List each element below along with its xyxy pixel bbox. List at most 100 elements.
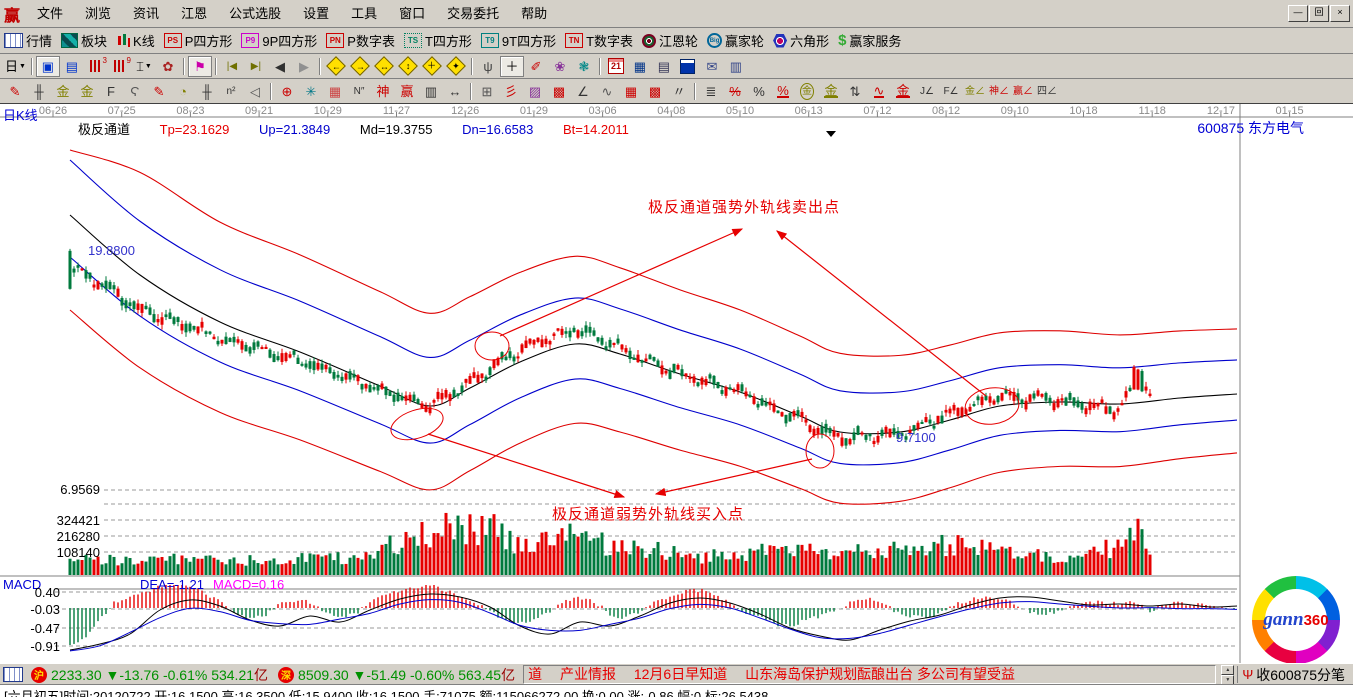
- fan-lines-icon[interactable]: 彡: [504, 83, 518, 99]
- t-number-button[interactable]: TN T数字表: [565, 31, 633, 50]
- step-forward-icon[interactable]: ▶: [298, 58, 309, 74]
- mail-icon[interactable]: ✉: [706, 58, 718, 74]
- chart-window-icon[interactable]: ▣: [35, 55, 60, 77]
- diamond-expand-icon[interactable]: ↔: [372, 56, 396, 77]
- parallel-lines-icon[interactable]: 〃: [672, 83, 686, 99]
- gold-line-icon[interactable]: 金: [824, 82, 838, 98]
- price-chart[interactable]: [0, 104, 1353, 663]
- gold-circle-icon[interactable]: 金: [795, 81, 819, 102]
- menu-item-9[interactable]: 交易委托: [447, 6, 500, 21]
- candle-type-dropdown[interactable]: ⌶ ▼: [136, 58, 152, 74]
- hand-tool-icon[interactable]: ψ: [483, 58, 493, 74]
- percent-line-icon[interactable]: %: [777, 82, 789, 98]
- target-circle-icon[interactable]: ⊕: [281, 83, 293, 99]
- f-angle-icon[interactable]: F∠: [943, 85, 959, 97]
- restore-button[interactable]: 回: [1309, 5, 1329, 22]
- notebook-icon[interactable]: ▤: [657, 58, 671, 74]
- quotes-status-icon[interactable]: [3, 667, 23, 682]
- n-squared-icon[interactable]: n²: [226, 85, 236, 97]
- shen-scale-icon[interactable]: 神: [376, 83, 390, 99]
- minimize-button[interactable]: —: [1288, 5, 1308, 22]
- diamond-left-icon[interactable]: ←: [324, 56, 348, 77]
- sectors-button[interactable]: 板块: [61, 31, 107, 50]
- menu-item-8[interactable]: 窗口: [399, 6, 426, 21]
- tick-ruler-icon[interactable]: ╫: [202, 83, 212, 99]
- ying-scale-icon[interactable]: 赢: [400, 83, 414, 99]
- ruler-ticks-icon[interactable]: ╫: [34, 83, 44, 99]
- news-ticker[interactable]: 道 产业情报 12月6日早知道 山东海岛保护规划酝酿出台 多公司有望受益: [523, 665, 1217, 684]
- percent-slash-icon[interactable]: %: [729, 83, 741, 99]
- ticker-spinner[interactable]: ▲ ▼: [1221, 664, 1235, 685]
- wave-icon[interactable]: ∿: [601, 83, 613, 99]
- calculator-icon[interactable]: ▦: [633, 58, 647, 74]
- red-grid-icon[interactable]: ▦: [624, 83, 638, 99]
- spiral-icon[interactable]: Ϛ: [130, 83, 140, 99]
- step-back-icon[interactable]: ◀: [274, 58, 285, 74]
- shen-angle-icon[interactable]: 神∠: [989, 85, 1009, 97]
- p-number-button[interactable]: PN P数字表: [326, 31, 395, 50]
- gold-scale-icon[interactable]: 金: [56, 83, 70, 99]
- computer-icon[interactable]: ▥: [729, 58, 743, 74]
- small-chart-3-icon[interactable]: 3: [84, 56, 108, 77]
- calendar-icon[interactable]: 21: [604, 56, 628, 77]
- flower-tool-icon[interactable]: ❀: [554, 58, 566, 74]
- diamond-zoom-in-icon[interactable]: ＋: [420, 56, 444, 77]
- menu-item-4[interactable]: 江恩: [181, 6, 208, 21]
- diamond-updown-icon[interactable]: ↕: [396, 56, 420, 77]
- shanghai-index[interactable]: 2233.30 ▼-13.76 -0.61% 534.21亿: [51, 666, 269, 683]
- chart-area[interactable]: 日K线 06-26 07-25 08-23 09-21 10-29 11-27 12-26 0…: [0, 104, 1353, 663]
- n-prime-icon[interactable]: Ν″: [353, 85, 365, 97]
- fan-box-dense-icon[interactable]: ▩: [552, 83, 566, 99]
- close-button[interactable]: ×: [1330, 5, 1350, 22]
- first-bar-icon[interactable]: |◀: [226, 60, 238, 72]
- menu-item-7[interactable]: 工具: [351, 6, 378, 21]
- si-angle-icon[interactable]: 四∠: [1037, 85, 1057, 97]
- ying-angle-icon[interactable]: 赢∠: [1013, 85, 1033, 97]
- red-grid2-icon[interactable]: ▩: [648, 83, 662, 99]
- updown-pencil-icon[interactable]: ⇅: [849, 83, 861, 99]
- menu-item-6[interactable]: 设置: [303, 6, 330, 21]
- flag-marker-icon[interactable]: ⚑: [187, 55, 212, 77]
- grid-box-icon[interactable]: ▦: [328, 83, 342, 99]
- p9-square-button[interactable]: P9 9P四方形: [241, 31, 317, 50]
- info-view-icon[interactable]: ▤: [65, 58, 79, 74]
- diamond-right-icon[interactable]: →: [348, 56, 372, 77]
- box-select-icon[interactable]: ⊞: [481, 83, 493, 99]
- angle-lines-icon[interactable]: ∠: [577, 83, 589, 99]
- kline-button[interactable]: K线: [116, 31, 155, 50]
- wave-line-icon[interactable]: ∿: [873, 82, 885, 98]
- small-chart-9-icon[interactable]: 9: [108, 56, 132, 77]
- percent-icon[interactable]: %: [753, 83, 765, 99]
- ruler-123-icon[interactable]: ▥: [424, 83, 438, 99]
- crosshair-tool-icon[interactable]: ＋: [499, 55, 524, 77]
- shenzhen-index[interactable]: 8509.30 ▼-51.49 -0.60% 563.45亿: [298, 666, 516, 683]
- span-arrows-icon[interactable]: ↔: [448, 83, 462, 99]
- gann-wheel-button[interactable]: 江恩轮: [642, 31, 698, 50]
- angle-tool-icon[interactable]: ✐: [530, 58, 542, 74]
- menu-item-1[interactable]: 文件: [37, 6, 64, 21]
- last-bar-icon[interactable]: ▶|: [250, 60, 262, 72]
- menu-item-2[interactable]: 浏览: [85, 6, 112, 21]
- t-square-button[interactable]: TS T四方形: [403, 31, 472, 50]
- pattern-tool-icon[interactable]: ❃: [578, 58, 590, 74]
- menu-item-3[interactable]: 资讯: [133, 6, 160, 21]
- data-feed-status[interactable]: Ψ 收600875分笔: [1237, 666, 1353, 683]
- pencil-scale-icon[interactable]: ✎: [153, 83, 165, 99]
- scale-list-icon[interactable]: ≣: [705, 83, 717, 99]
- gold-red-icon[interactable]: 金: [896, 82, 910, 98]
- gold-scale2-icon[interactable]: 金: [80, 83, 94, 99]
- clock-cycle-icon[interactable]: ◔: [179, 83, 187, 99]
- f-scale-icon[interactable]: F: [107, 83, 115, 99]
- pencil-tool-icon[interactable]: ✎: [9, 83, 21, 99]
- knot-pattern-icon[interactable]: ✿: [162, 58, 174, 74]
- menu-item-10[interactable]: 帮助: [521, 6, 548, 21]
- diamond-zoom-out-icon[interactable]: ✦: [444, 56, 468, 77]
- winner-wheel-button[interactable]: Big 赢家轮: [707, 31, 764, 50]
- period-day-dropdown[interactable]: 日 ▼: [5, 58, 26, 74]
- winner-service-button[interactable]: $ 赢家服务: [838, 32, 902, 49]
- gold-angle-icon[interactable]: 金∠: [965, 85, 985, 97]
- p-square-button[interactable]: PS P四方形: [163, 31, 232, 50]
- mirror-angle-icon[interactable]: ◁: [250, 83, 260, 99]
- star-wheel-icon[interactable]: ✳: [305, 83, 317, 99]
- save-icon[interactable]: [676, 56, 700, 77]
